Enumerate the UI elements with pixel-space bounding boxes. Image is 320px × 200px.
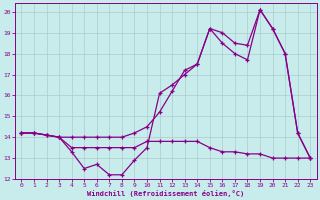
- X-axis label: Windchill (Refroidissement éolien,°C): Windchill (Refroidissement éolien,°C): [87, 190, 244, 197]
